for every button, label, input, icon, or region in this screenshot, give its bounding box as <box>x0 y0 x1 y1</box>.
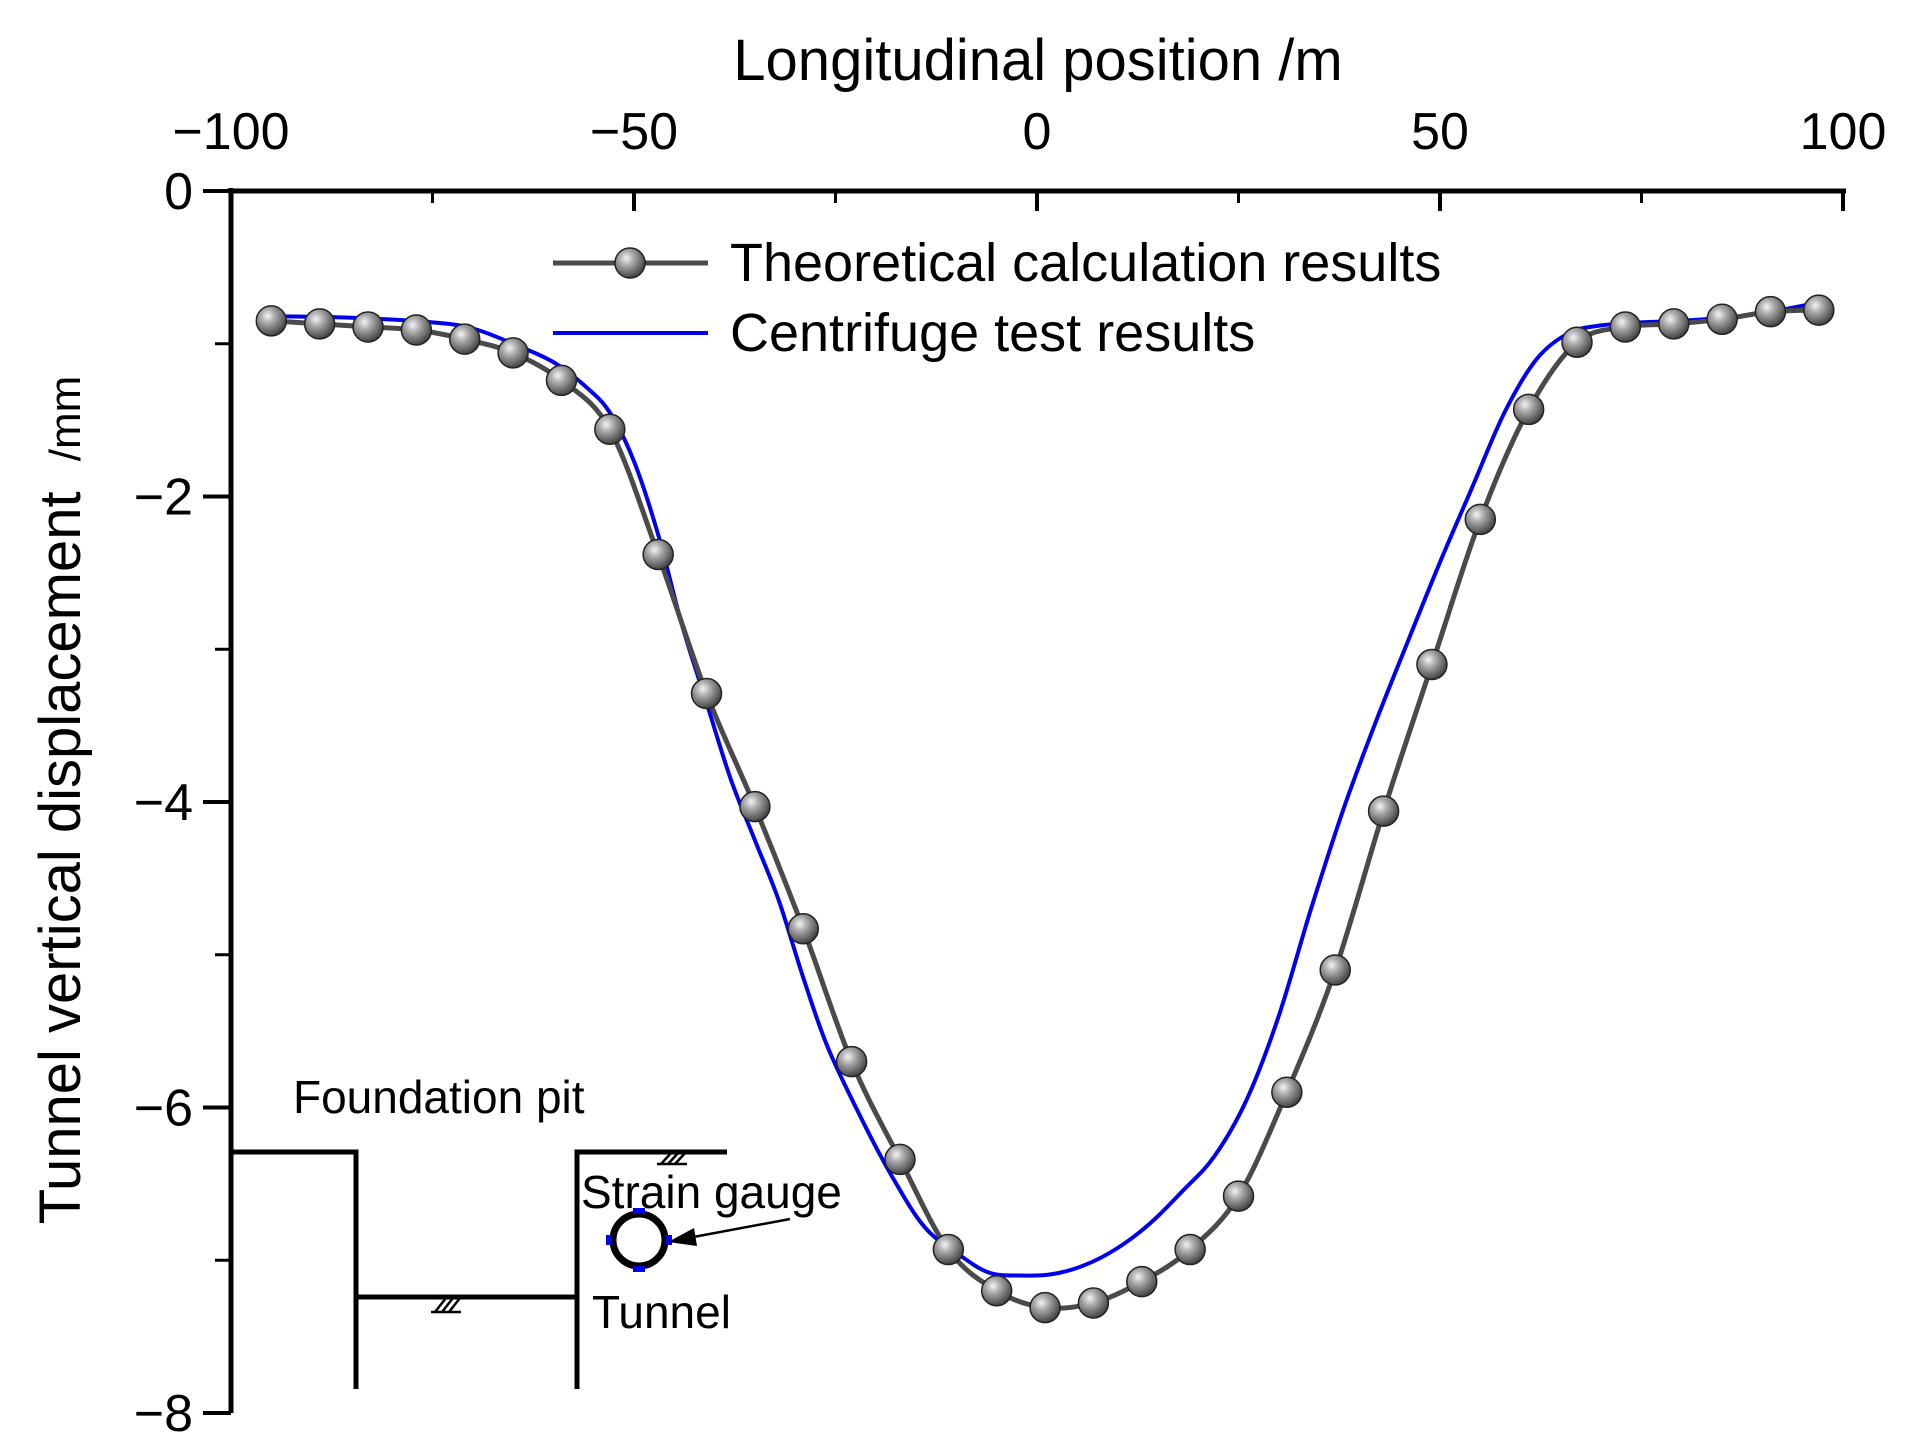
theoretical-data-point <box>1464 503 1497 536</box>
x-tick-label: −50 <box>590 103 678 161</box>
theoretical-data-point <box>1029 1291 1061 1324</box>
strain-gauge-label: Strain gauge <box>581 1166 842 1218</box>
theoretical-data-point <box>1319 954 1351 986</box>
theoretical-data-point <box>497 337 529 369</box>
foundation-pit-label: Foundation pit <box>293 1071 585 1123</box>
theoretical-data-point <box>835 1045 868 1078</box>
y-tick-label: −6 <box>134 1080 193 1138</box>
ground-hatch-left <box>431 1297 461 1314</box>
plot-series <box>255 294 1835 1324</box>
y-tick-label: 0 <box>164 163 193 221</box>
y-tick-label: −8 <box>134 1385 193 1443</box>
theoretical-data-point <box>642 538 674 571</box>
theoretical-data-point <box>1416 648 1448 681</box>
theoretical-data-point <box>303 308 336 340</box>
x-ticks: −100 −50 0 50 100 <box>172 103 1886 211</box>
legend-item-centrifuge: Centrifuge test results <box>553 303 1255 363</box>
theoretical-data-point <box>1657 308 1690 340</box>
theoretical-data-point <box>545 364 578 397</box>
theoretical-data-point <box>1367 795 1400 827</box>
x-tick-label: 100 <box>1800 103 1887 161</box>
svg-text:Tunnel vertical displacement: Tunnel vertical displacement /mm <box>28 376 93 1225</box>
theoretical-data-point <box>1512 393 1545 426</box>
theoretical-data-point <box>1754 295 1787 328</box>
theoretical-data-point <box>787 913 820 945</box>
x-tick-label: 0 <box>1023 103 1052 161</box>
tunnel-label: Tunnel <box>592 1286 731 1338</box>
legend: Theoretical calculation results Centrifu… <box>553 233 1441 363</box>
theoretical-data-point <box>739 790 771 823</box>
y-tick-label: −4 <box>134 774 193 832</box>
theoretical-data-point <box>884 1143 916 1176</box>
theoretical-data-point <box>400 314 433 346</box>
theoretical-data-point <box>1609 311 1642 343</box>
strain-gauge-pointer <box>687 1217 791 1240</box>
strain-gauge-arrowhead <box>668 1228 697 1246</box>
legend-label-centrifuge: Centrifuge test results <box>730 303 1255 363</box>
theoretical-data-point <box>1126 1265 1158 1298</box>
theoretical-data-point <box>932 1233 965 1266</box>
theoretical-data-point <box>352 311 384 343</box>
y-axis-title-unit: /mm <box>41 376 90 462</box>
series-line-centrifuge <box>271 300 1820 1278</box>
y-tick-label: −2 <box>134 469 193 527</box>
theoretical-data-point <box>1271 1076 1303 1108</box>
theoretical-data-point <box>594 413 626 446</box>
x-tick-label: −100 <box>172 103 289 161</box>
inset-schematic: Foundation pit Strain gauge Tunnel <box>231 1071 842 1389</box>
theoretical-data-point <box>255 305 288 337</box>
theoretical-data-point <box>1174 1233 1206 1266</box>
legend-marker-theoretical <box>614 247 646 279</box>
y-axis-title-text: Tunnel vertical displacement <box>28 491 93 1224</box>
strain-gauge-marks <box>606 1208 672 1272</box>
x-axis-title: Longitudinal position /m <box>733 28 1342 93</box>
theoretical-data-point <box>690 677 723 710</box>
ground-hatch-right <box>657 1151 687 1166</box>
foundation-pit-outline <box>231 1149 727 1389</box>
legend-label-theoretical: Theoretical calculation results <box>730 233 1441 293</box>
theoretical-data-point <box>1222 1180 1255 1212</box>
theoretical-data-point <box>448 323 481 355</box>
axes: −100 −50 0 50 100 0 −2 −4 −6 −8 <box>134 103 1887 1443</box>
theoretical-data-point <box>1706 303 1738 336</box>
theoretical-data-point <box>980 1275 1013 1307</box>
x-tick-label: 50 <box>1411 103 1469 161</box>
theoretical-data-point <box>1077 1287 1110 1319</box>
theoretical-data-point <box>1803 294 1835 326</box>
y-axis-title: Tunnel vertical displacement /mm <box>28 376 93 1225</box>
series-line-theoretical <box>271 307 1819 1311</box>
legend-item-theoretical: Theoretical calculation results <box>553 233 1441 293</box>
tunnel-cross-section <box>609 1210 669 1270</box>
theoretical-data-point <box>1561 326 1593 358</box>
y-ticks: 0 −2 −4 −6 −8 <box>134 163 231 1443</box>
